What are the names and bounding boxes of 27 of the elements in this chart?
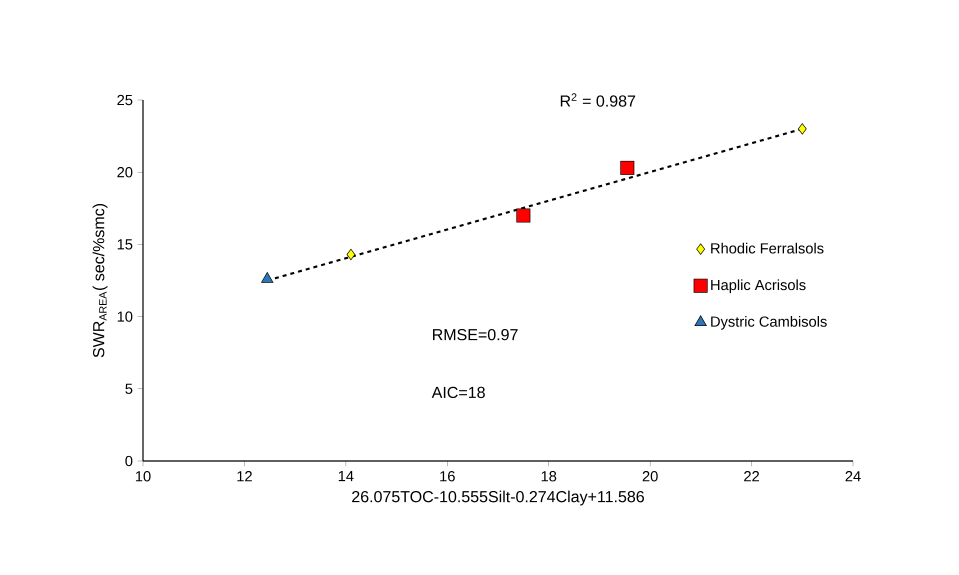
y-tick-label: 20	[117, 167, 132, 178]
x-axis-title: 26.075TOC-10.555Silt-0.274Clay+11.586	[352, 490, 644, 506]
y-axis-title: SWR$_{AREA}$( sec/%smc)	[92, 204, 108, 358]
x-tick-label: 14	[338, 471, 354, 482]
annotation: R$^{2}$ = 0.987	[560, 93, 636, 107]
legend-label: Haplic Acrisols	[711, 279, 806, 294]
point	[620, 160, 634, 175]
y-tick-label: 0	[125, 456, 132, 466]
point	[516, 208, 530, 223]
x-tick-label: 12	[237, 471, 252, 482]
point	[261, 272, 274, 283]
y-tick-label: 5	[125, 384, 132, 394]
annotation: RMSE=0.97	[433, 328, 518, 340]
x-tick-label: 20	[642, 471, 658, 482]
x-tick-label: 10	[136, 471, 151, 482]
point	[346, 248, 356, 260]
legend-label: Rhodic Ferralsols	[711, 242, 824, 254]
x-tick-label: 22	[744, 471, 759, 482]
y-tick-label: 15	[118, 239, 132, 250]
point	[798, 123, 807, 135]
x-tick-label: 16	[440, 471, 455, 482]
y-tick-label: 25	[117, 94, 132, 106]
annotation: AIC=18	[432, 386, 485, 398]
x-tick-label: 18	[542, 471, 556, 482]
x-tick-label: 24	[846, 471, 861, 482]
legend-label: Dystric Cambisols	[711, 316, 827, 330]
y-tick-label: 10	[118, 311, 132, 322]
